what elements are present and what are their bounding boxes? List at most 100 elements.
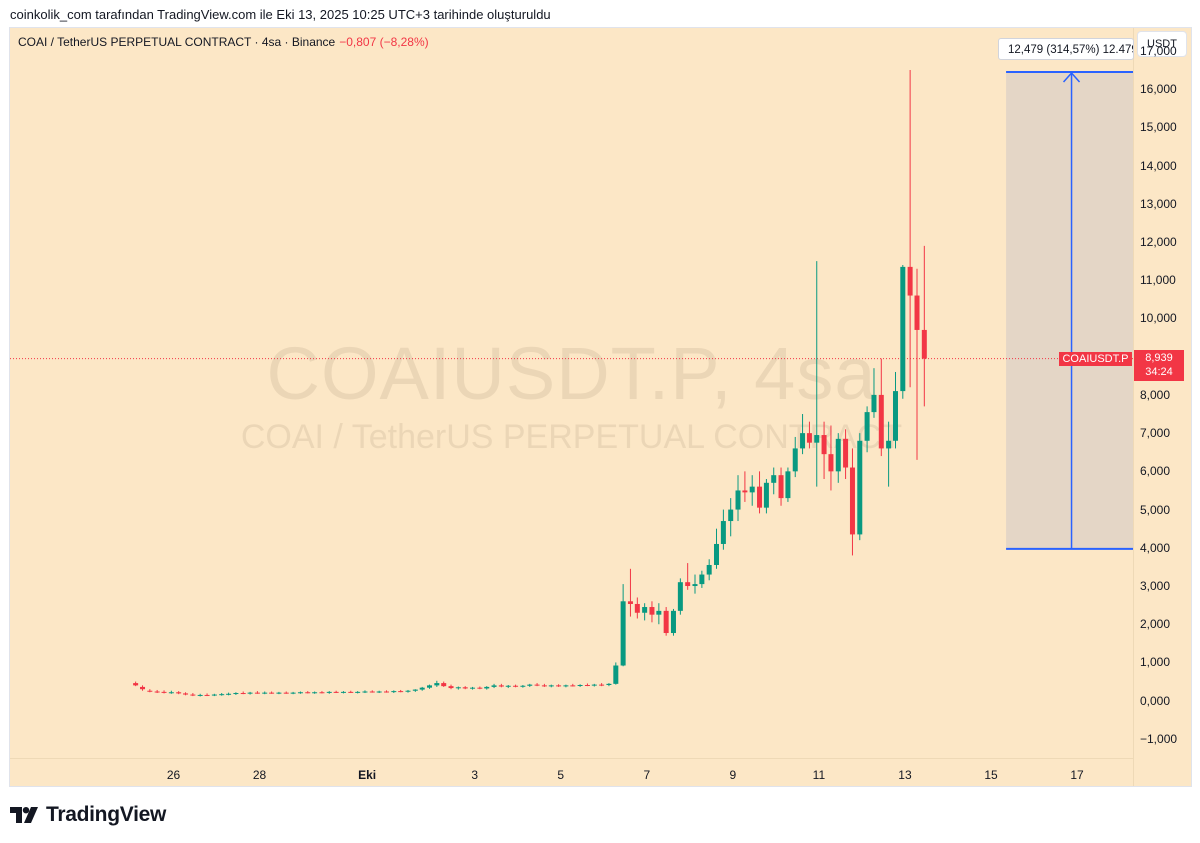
candle-body-up — [520, 685, 526, 687]
candle-body-up — [412, 689, 418, 691]
x-tick-label: 17 — [1070, 768, 1084, 782]
candle-body-up — [168, 692, 174, 694]
candle-body-up — [505, 685, 511, 687]
currency-button[interactable]: USDT — [1137, 31, 1187, 57]
candle-body-up — [670, 610, 676, 634]
x-tick-label: Eki — [358, 768, 377, 782]
candle-body-down — [907, 266, 913, 296]
y-tick-label: 17,000 — [1140, 43, 1177, 58]
candle-body-down — [176, 692, 182, 694]
price-change: −0,807 (−8,28%) — [339, 35, 429, 49]
candle-body-down — [821, 435, 827, 455]
last-price-symbol-label: COAIUSDT.P — [1059, 351, 1132, 366]
candle-body-up — [735, 490, 741, 510]
symbol-header[interactable]: COAI / TetherUS PERPETUAL CONTRACT · 4sa… — [18, 35, 429, 49]
candle-body-up — [785, 471, 791, 499]
y-tick-label: 12,000 — [1140, 235, 1177, 250]
candle-body-down — [498, 685, 504, 687]
candle-body-down — [878, 394, 884, 449]
candle-body-down — [183, 693, 189, 695]
candle-body-down — [305, 692, 311, 694]
candle-body-down — [133, 683, 139, 686]
candle-body-down — [204, 694, 210, 696]
candle-body-down — [441, 683, 447, 687]
candle-body-down — [742, 490, 748, 493]
candle-body-up — [771, 475, 777, 483]
candle-body-down — [778, 475, 784, 499]
candle-body-up — [491, 685, 497, 687]
candle-body-up — [714, 543, 720, 565]
chart-caption: coinkolik_com tarafından TradingView.com… — [10, 7, 551, 22]
tradingview-logo[interactable]: TradingView — [10, 803, 166, 827]
x-tick-label: 26 — [166, 768, 181, 782]
candle-body-down — [462, 687, 468, 689]
candle-body-up — [864, 412, 870, 441]
candle-body-up — [835, 438, 841, 472]
y-tick-label: 8,000 — [1140, 387, 1171, 402]
y-tick-label: 1,000 — [1140, 655, 1171, 670]
x-tick-label: 7 — [643, 768, 651, 782]
candle-body-up — [211, 694, 217, 696]
candle-body-up — [233, 693, 239, 695]
candle-body-down — [369, 691, 375, 693]
price-axis[interactable] — [1133, 28, 1191, 786]
candle-body-up — [677, 582, 683, 611]
candle-body-up — [800, 433, 806, 449]
candle-body-up — [892, 391, 898, 441]
time-axis[interactable] — [10, 758, 1133, 786]
candle-body-up — [591, 684, 597, 686]
candle-body-down — [649, 607, 655, 615]
x-tick-label: 13 — [898, 768, 912, 782]
x-tick-label: 3 — [471, 768, 479, 782]
candle-body-down — [584, 685, 590, 686]
candle-body-down — [161, 691, 167, 693]
candle-body-up — [297, 692, 303, 694]
candle-body-up — [763, 482, 769, 508]
candle-body-up — [470, 687, 476, 689]
candle-body-up — [656, 610, 662, 615]
y-tick-label: 7,000 — [1140, 426, 1171, 441]
candle-body-up — [814, 435, 820, 443]
candle-body-up — [427, 685, 433, 688]
candle-body-up — [620, 601, 626, 666]
candlestick-chart[interactable] — [10, 28, 1191, 786]
candle-body-up — [642, 607, 648, 613]
candle-body-up — [391, 691, 397, 693]
y-tick-label: 6,000 — [1140, 464, 1171, 479]
y-tick-label: 2,000 — [1140, 617, 1171, 632]
candle-body-down — [477, 687, 483, 689]
candle-body-up — [419, 687, 425, 690]
candle-body-down — [570, 685, 576, 687]
candle-body-up — [563, 685, 569, 687]
candle-body-down — [398, 691, 404, 693]
candle-body-up — [728, 509, 734, 522]
candle-body-down — [319, 692, 325, 694]
measure-tool — [1006, 70, 1133, 550]
candle-body-up — [455, 687, 461, 689]
candle-body-up — [276, 692, 282, 694]
candles — [133, 70, 927, 697]
candle-body-down — [190, 694, 196, 696]
candle-body-down — [843, 438, 849, 468]
candle-body-up — [886, 440, 892, 449]
candle-body-down — [513, 685, 519, 687]
candle-body-up — [900, 266, 906, 392]
candle-body-down — [556, 685, 562, 687]
y-tick-label: −1,000 — [1140, 731, 1178, 746]
symbol-description: COAI / TetherUS PERPETUAL CONTRACT · 4sa… — [18, 35, 336, 49]
tradingview-logo-icon — [10, 807, 38, 823]
candle-body-down — [147, 690, 153, 692]
candle-body-up — [376, 691, 382, 693]
candle-body-down — [534, 684, 540, 686]
candle-body-up — [340, 691, 346, 693]
candle-body-up — [226, 693, 232, 695]
plot-area[interactable] — [10, 28, 1133, 786]
y-tick-label: 4,000 — [1140, 540, 1171, 555]
candle-body-up — [699, 574, 705, 585]
candle-body-up — [326, 691, 332, 693]
candle-body-up — [706, 564, 712, 575]
watermark-description: COAI / TetherUS PERPETUAL CONTRACT — [240, 418, 903, 456]
candle-body-up — [606, 683, 612, 685]
y-tick-label: 3,000 — [1140, 579, 1171, 593]
chart-frame[interactable]: COAIUSDT.P, 4sa COAI / TetherUS PERPETUA… — [9, 27, 1192, 787]
